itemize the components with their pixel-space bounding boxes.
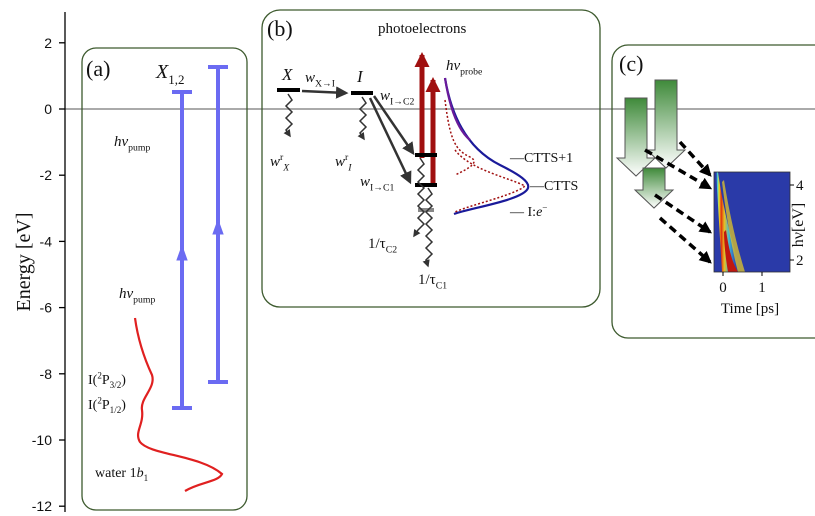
label-part: b	[137, 466, 144, 481]
probe-spectrum	[445, 78, 528, 214]
label-part: X	[281, 65, 293, 84]
label-part: r	[280, 152, 284, 163]
label-part: hν	[114, 134, 129, 150]
rate-label: wrX	[270, 152, 290, 174]
rate-label: wI→C1	[360, 174, 395, 194]
tick-label: 2	[796, 253, 804, 269]
pump-probe-arrows	[617, 80, 685, 208]
label-part: 1/τ	[368, 236, 386, 252]
figure: 2 0 -2 -4 -6 -8 -10 -12 Energy [eV]	[0, 0, 815, 516]
rate-label: wrI	[335, 152, 352, 174]
label-part: probe	[460, 67, 482, 78]
heatmap-x-label: Time [ps]	[721, 301, 779, 317]
label-part: pump	[128, 143, 150, 154]
label-part: X	[282, 163, 290, 174]
state-label: I	[356, 67, 364, 86]
peak-label: —CTTS+1	[509, 151, 573, 166]
level-label: I(2P1/2)	[88, 395, 126, 415]
axis-ticks: 2 0 -2 -4 -6 -8 -10 -12	[32, 35, 65, 514]
pump-arrows	[172, 67, 228, 408]
label-part: pump	[133, 295, 155, 306]
label-part: —CTTS+1	[509, 151, 573, 166]
probe-arrows	[422, 55, 433, 186]
tick-label: 0	[719, 280, 727, 296]
label-part: P	[102, 398, 110, 413]
level-label: I(2P3/2)	[88, 370, 126, 390]
label-part: 3/2	[110, 380, 122, 390]
tick-label: 4	[796, 178, 804, 194]
label-part: hν	[119, 286, 134, 302]
panel-label: (a)	[86, 56, 110, 81]
peak-label: —CTTS	[529, 179, 578, 194]
heatmap-y-label: hν[eV]	[790, 203, 807, 248]
label-part: 1/2	[110, 405, 122, 415]
label-part: hν	[446, 58, 461, 74]
tick-label: -12	[32, 498, 52, 514]
label-part: w	[335, 154, 345, 170]
label-part: 1,2	[168, 72, 184, 87]
panel-label: (c)	[619, 51, 643, 76]
decay-label: 1/τC1	[418, 272, 447, 292]
water-spectrum	[135, 318, 222, 491]
decay-label: 1/τC2	[368, 236, 397, 256]
rate-label: wX→I	[305, 70, 335, 90]
label-part: C2	[386, 245, 398, 256]
label-part: −	[542, 202, 547, 212]
peak-label: — I:e−	[509, 202, 547, 220]
probe-label: hνprobe	[446, 58, 482, 78]
tick-label: 1	[758, 280, 766, 296]
label-part: I→C1	[370, 183, 395, 194]
tick-label: -8	[40, 366, 53, 382]
state-label: X1,2	[155, 61, 184, 87]
tick-label: -6	[40, 300, 53, 316]
label-part: I(	[88, 373, 98, 388]
label-part: X	[155, 61, 169, 83]
label-part: X→I	[315, 79, 335, 90]
photoelectrons-label: photoelectrons	[378, 21, 466, 37]
pump-label: hνpump	[114, 134, 151, 154]
label-part: )	[121, 398, 126, 413]
label-part: )	[121, 373, 126, 388]
label-part: 1/τ	[418, 272, 436, 288]
label-part: I	[347, 163, 352, 174]
label-part: —CTTS	[529, 179, 578, 194]
label-part: r	[345, 152, 349, 163]
label-part: water 1	[95, 466, 137, 481]
state-label: X	[281, 65, 293, 84]
label-part: I	[356, 67, 364, 86]
panel-a	[82, 48, 247, 510]
tick-label: 2	[44, 35, 52, 51]
heatmap	[714, 172, 790, 272]
tick-label: -10	[32, 432, 52, 448]
panel-label: (b)	[267, 16, 293, 41]
label-part: C1	[436, 281, 448, 292]
tick-label: -2	[40, 167, 53, 183]
label-part: 1	[144, 473, 149, 483]
tick-label: 0	[44, 101, 52, 117]
tick-label: -4	[40, 233, 53, 249]
axis-title: Energy [eV]	[13, 212, 35, 311]
label-part: w	[380, 88, 390, 104]
label-part: I(	[88, 398, 98, 413]
label-part: — I:	[509, 205, 536, 220]
rate-label: wI→C2	[380, 88, 415, 108]
pump-label: hνpump	[119, 286, 156, 306]
label-part: w	[360, 174, 370, 190]
label-part: I→C2	[390, 97, 415, 108]
band-label: water 1b1	[95, 466, 148, 483]
label-part: w	[305, 70, 315, 86]
label-part: w	[270, 154, 280, 170]
label-part: P	[102, 373, 110, 388]
